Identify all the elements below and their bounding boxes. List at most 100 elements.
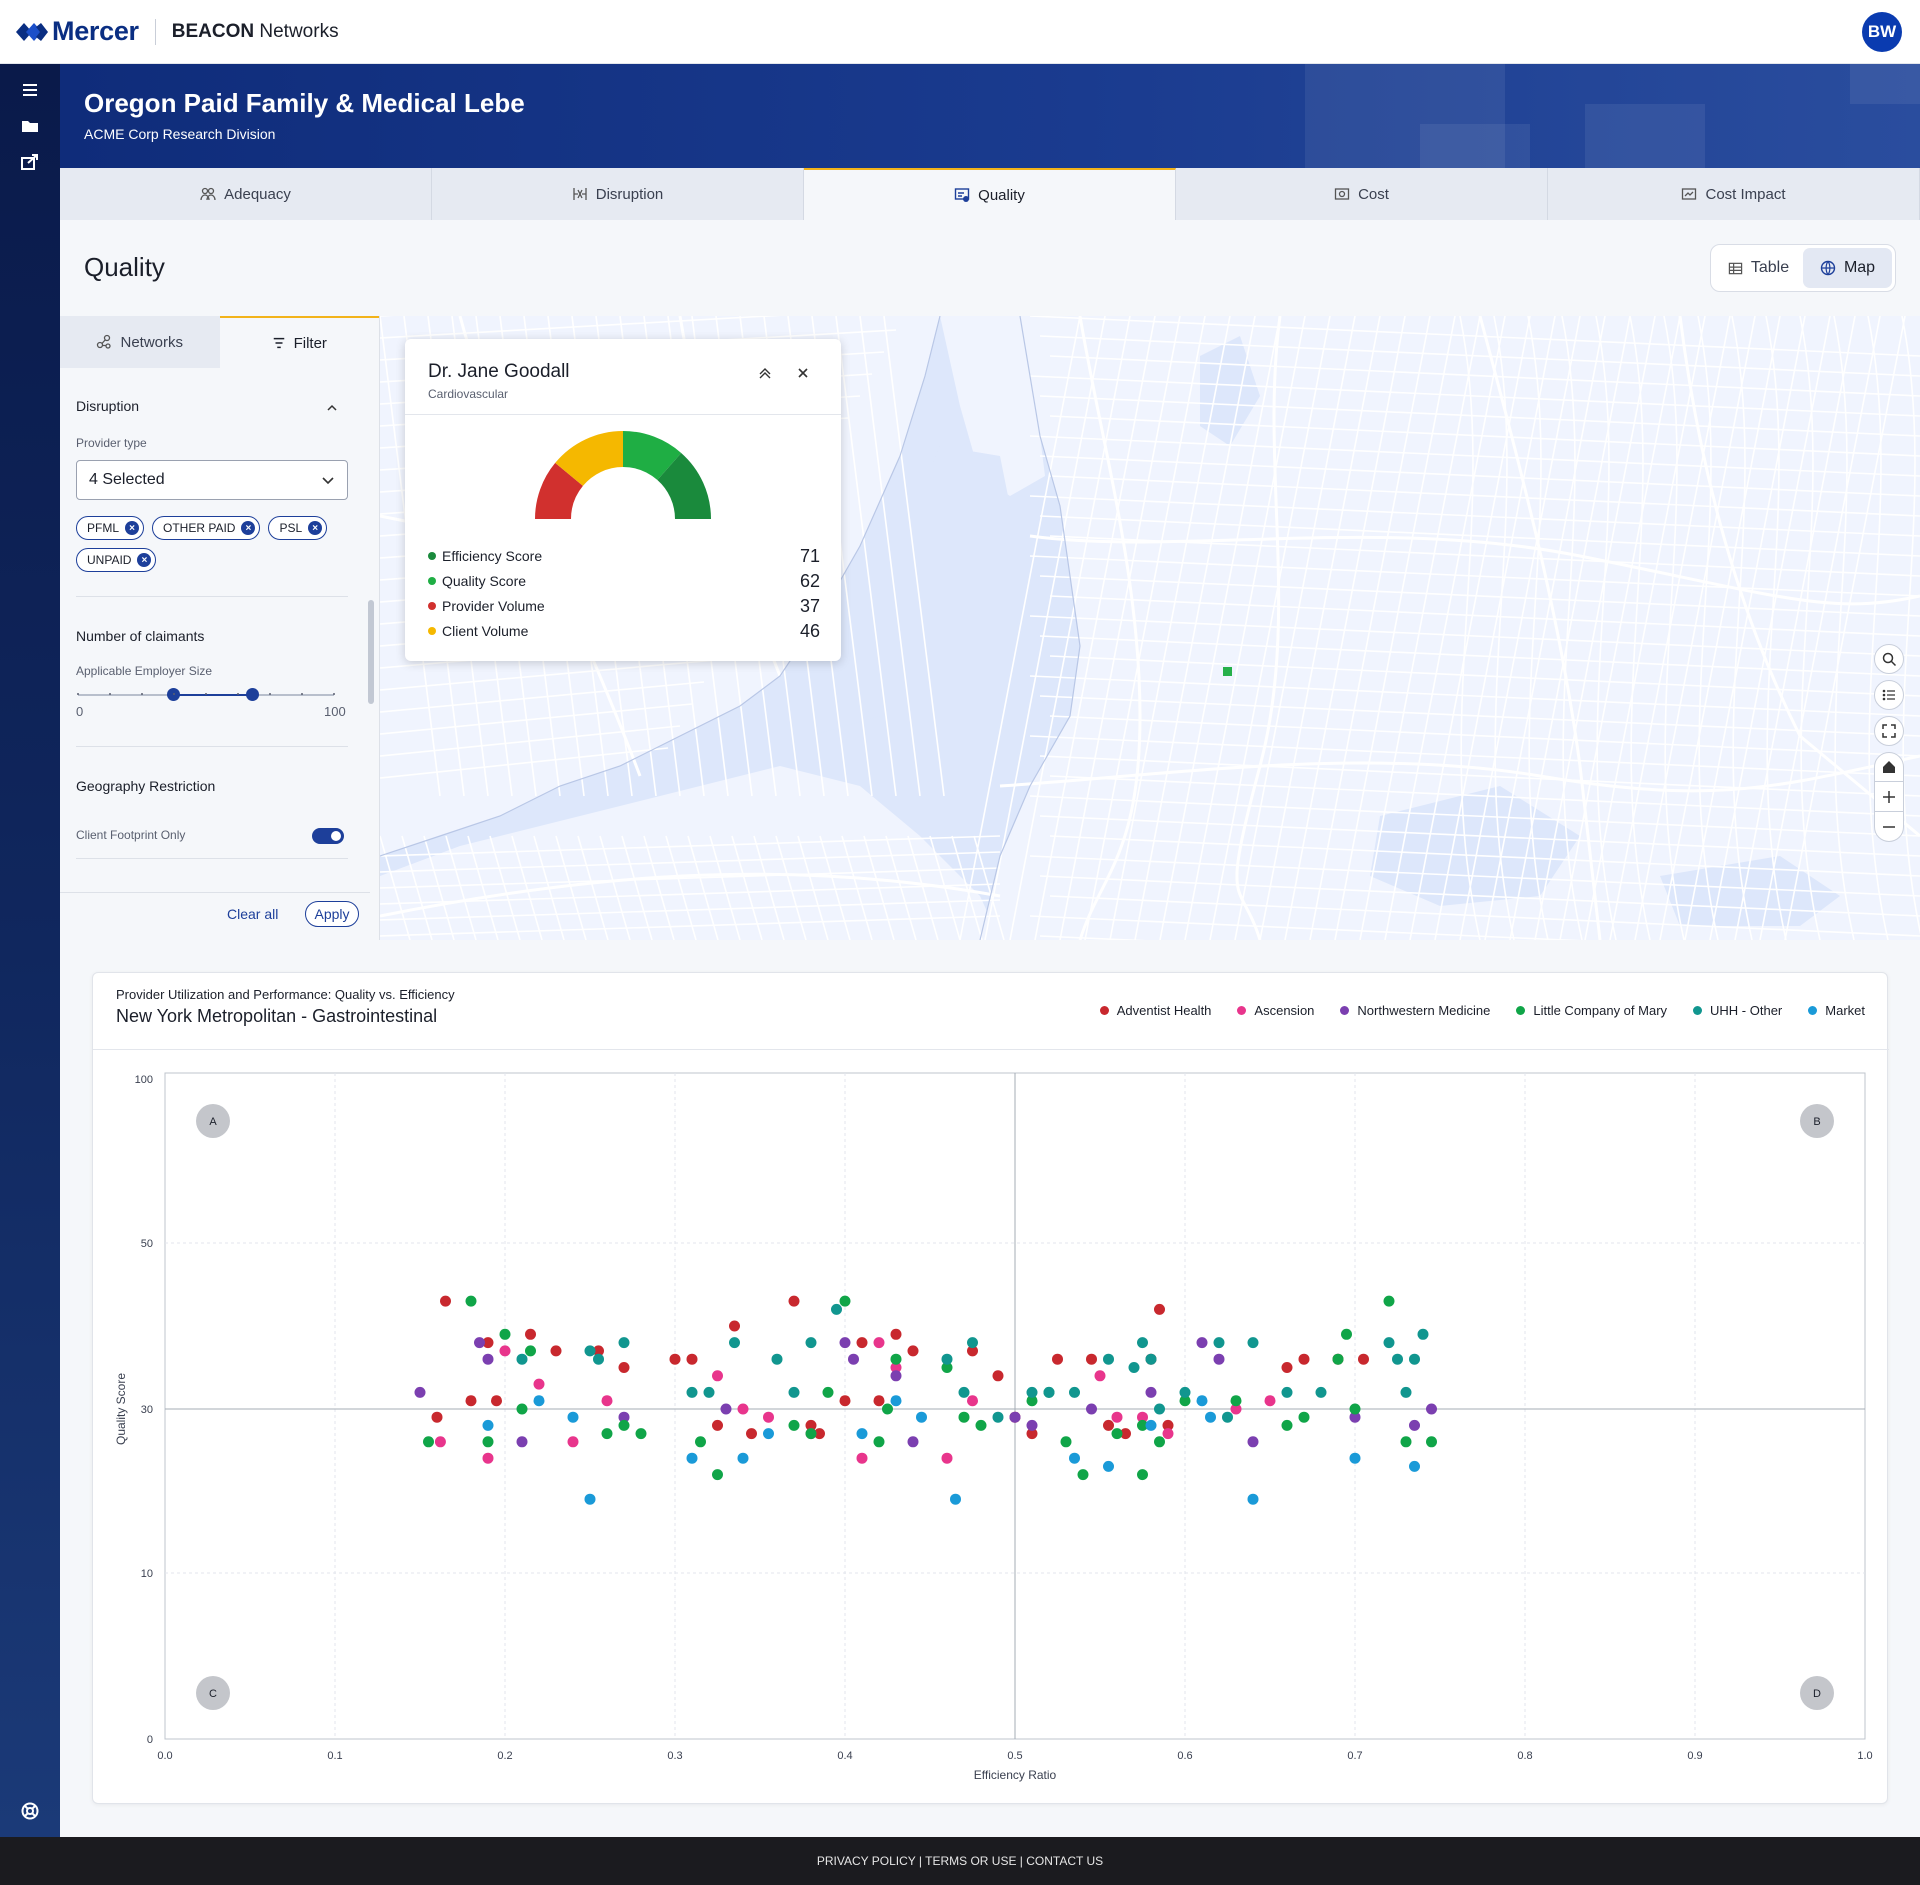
- apply-button[interactable]: Apply: [305, 901, 359, 927]
- data-point[interactable]: [788, 1386, 800, 1398]
- panel-scrollbar[interactable]: [368, 600, 374, 704]
- data-point[interactable]: [686, 1353, 698, 1365]
- legend-item[interactable]: Ascension: [1237, 1003, 1314, 1018]
- footer-links[interactable]: PRIVACY POLICY | TERMS OR USE | CONTACT …: [816, 1854, 1104, 1868]
- data-point[interactable]: [440, 1295, 451, 1307]
- menu-icon[interactable]: [20, 80, 40, 100]
- data-point[interactable]: [533, 1378, 545, 1390]
- data-point[interactable]: [1026, 1428, 1038, 1440]
- data-point[interactable]: [423, 1436, 434, 1448]
- data-point[interactable]: [533, 1395, 545, 1407]
- data-point[interactable]: [839, 1295, 851, 1307]
- data-point[interactable]: [890, 1370, 902, 1382]
- data-point[interactable]: [856, 1452, 868, 1464]
- data-point[interactable]: [1358, 1353, 1369, 1365]
- legend-item[interactable]: Northwestern Medicine: [1340, 1003, 1490, 1018]
- data-point[interactable]: [618, 1362, 630, 1373]
- data-point[interactable]: [1230, 1395, 1242, 1407]
- data-point[interactable]: [1179, 1395, 1191, 1407]
- data-point[interactable]: [1009, 1411, 1021, 1423]
- data-point[interactable]: [907, 1436, 919, 1448]
- data-point[interactable]: [1409, 1353, 1420, 1365]
- tab-disruption[interactable]: Disruption: [432, 168, 804, 220]
- data-point[interactable]: [525, 1328, 536, 1340]
- data-point[interactable]: [958, 1386, 970, 1398]
- data-point[interactable]: [1179, 1386, 1191, 1398]
- data-point[interactable]: [482, 1436, 494, 1448]
- data-point[interactable]: [941, 1353, 953, 1365]
- data-point[interactable]: [746, 1428, 757, 1440]
- data-point[interactable]: [1026, 1419, 1038, 1431]
- help-icon[interactable]: [20, 1801, 40, 1821]
- data-point[interactable]: [1128, 1362, 1140, 1373]
- data-point[interactable]: [414, 1386, 426, 1398]
- data-point[interactable]: [1154, 1403, 1165, 1415]
- data-point[interactable]: [1213, 1353, 1225, 1365]
- data-point[interactable]: [729, 1320, 740, 1332]
- data-point[interactable]: [550, 1345, 562, 1357]
- slider-handle-high[interactable]: [246, 688, 260, 701]
- data-point[interactable]: [1043, 1386, 1055, 1398]
- data-point[interactable]: [601, 1428, 613, 1440]
- data-point[interactable]: [1120, 1428, 1131, 1440]
- share-icon[interactable]: [20, 152, 40, 172]
- data-point[interactable]: [1349, 1452, 1361, 1464]
- data-point[interactable]: [525, 1345, 536, 1357]
- data-point[interactable]: [1230, 1403, 1242, 1415]
- tab-quality[interactable]: Quality: [804, 168, 1176, 220]
- zoom-in-button[interactable]: [1874, 782, 1904, 812]
- data-point[interactable]: [584, 1493, 596, 1505]
- data-point[interactable]: [1383, 1295, 1395, 1307]
- data-point[interactable]: [1154, 1303, 1165, 1315]
- data-point[interactable]: [434, 1436, 446, 1448]
- data-point[interactable]: [1281, 1362, 1293, 1373]
- zoom-out-button[interactable]: [1874, 812, 1904, 842]
- data-point[interactable]: [822, 1386, 834, 1398]
- data-point[interactable]: [567, 1436, 579, 1448]
- map-home-button[interactable]: [1874, 752, 1904, 782]
- data-point[interactable]: [1426, 1403, 1437, 1415]
- data-point[interactable]: [1298, 1411, 1310, 1423]
- data-point[interactable]: [1137, 1469, 1148, 1481]
- data-point[interactable]: [890, 1362, 902, 1373]
- data-point[interactable]: [967, 1337, 978, 1349]
- data-point[interactable]: [1196, 1337, 1208, 1349]
- data-point[interactable]: [967, 1345, 978, 1357]
- data-point[interactable]: [737, 1403, 749, 1415]
- data-point[interactable]: [686, 1452, 698, 1464]
- data-point[interactable]: [1315, 1386, 1327, 1398]
- data-point[interactable]: [814, 1428, 825, 1440]
- data-point[interactable]: [1103, 1460, 1114, 1472]
- employer-size-slider[interactable]: [77, 688, 335, 701]
- data-point[interactable]: [873, 1337, 885, 1349]
- data-point[interactable]: [890, 1395, 902, 1407]
- data-point[interactable]: [831, 1303, 842, 1315]
- data-point[interactable]: [1222, 1411, 1233, 1423]
- remove-chip-icon[interactable]: ×: [308, 521, 323, 535]
- data-point[interactable]: [1145, 1386, 1157, 1398]
- data-point[interactable]: [856, 1428, 868, 1440]
- data-point[interactable]: [1077, 1469, 1089, 1481]
- data-point[interactable]: [567, 1411, 579, 1423]
- map-view-button[interactable]: Map: [1803, 248, 1892, 288]
- remove-chip-icon[interactable]: ×: [137, 553, 152, 567]
- data-point[interactable]: [1417, 1328, 1429, 1340]
- data-point[interactable]: [465, 1295, 477, 1307]
- data-point[interactable]: [1409, 1460, 1420, 1472]
- remove-chip-icon[interactable]: ×: [241, 521, 256, 535]
- data-point[interactable]: [1392, 1353, 1403, 1365]
- data-point[interactable]: [720, 1403, 732, 1415]
- data-point[interactable]: [465, 1395, 477, 1407]
- data-point[interactable]: [499, 1345, 511, 1357]
- legend-item[interactable]: Market: [1808, 1003, 1865, 1018]
- data-point[interactable]: [593, 1345, 604, 1357]
- data-point[interactable]: [839, 1395, 851, 1407]
- tab-cost-impact[interactable]: Cost Impact: [1548, 168, 1920, 220]
- data-point[interactable]: [1247, 1337, 1259, 1349]
- data-point[interactable]: [1086, 1353, 1097, 1365]
- data-point[interactable]: [1103, 1353, 1114, 1365]
- data-point[interactable]: [516, 1353, 528, 1365]
- data-point[interactable]: [950, 1493, 961, 1505]
- data-point[interactable]: [992, 1411, 1004, 1423]
- map-search-button[interactable]: [1874, 644, 1904, 674]
